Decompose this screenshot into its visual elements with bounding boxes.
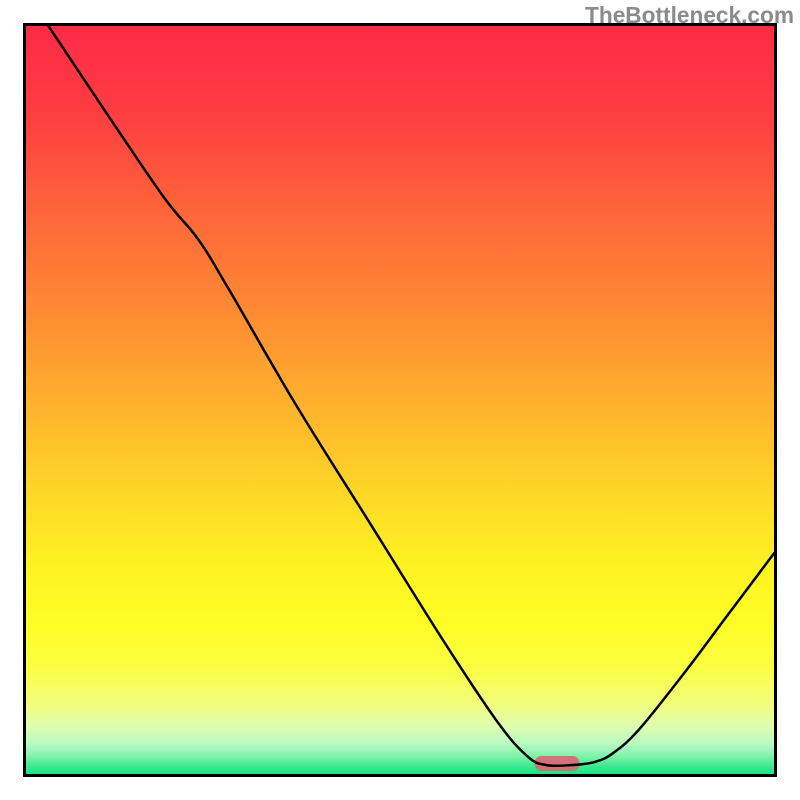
chart-root: TheBottleneck.com	[0, 0, 800, 800]
plot-area	[23, 23, 777, 777]
plot-svg	[23, 23, 777, 777]
